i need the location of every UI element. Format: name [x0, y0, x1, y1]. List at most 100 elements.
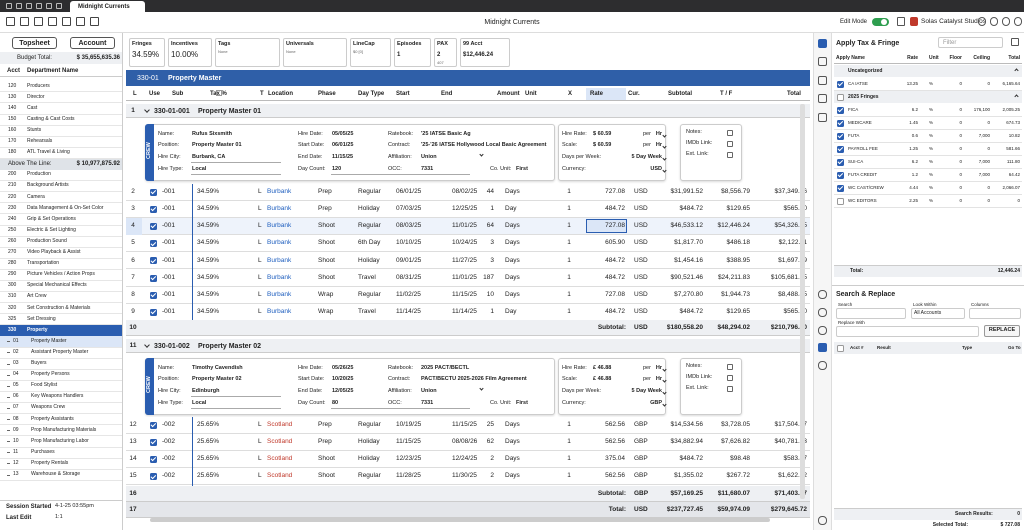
- dept-name[interactable]: Property Persons: [31, 371, 70, 378]
- dept-name[interactable]: Food Stylist: [31, 382, 58, 389]
- toolbar-icon[interactable]: [897, 17, 905, 26]
- checkbox[interactable]: [837, 93, 844, 101]
- dept-name[interactable]: Property Assistants: [31, 415, 74, 422]
- rail-icon[interactable]: [818, 290, 827, 299]
- toolbar-icon[interactable]: [1014, 17, 1022, 26]
- button-label[interactable]: Topsheet: [19, 39, 50, 47]
- checkbox[interactable]: [837, 80, 844, 88]
- link-label[interactable]: IMDb Link:: [686, 374, 713, 381]
- search-input[interactable]: [836, 308, 906, 319]
- dept-name[interactable]: Art Crew: [27, 293, 47, 300]
- dept-name[interactable]: Property Master: [31, 337, 67, 344]
- h-scrollbar[interactable]: [150, 518, 770, 522]
- rail-icon[interactable]: [818, 516, 827, 525]
- checkbox[interactable]: [150, 455, 157, 463]
- dept-name[interactable]: Production Sound: [27, 237, 67, 244]
- dept-name[interactable]: Transportation: [27, 260, 60, 267]
- dept-name[interactable]: Buyers: [31, 360, 47, 366]
- edit-icon[interactable]: [727, 375, 733, 381]
- rail-icon[interactable]: [818, 76, 827, 85]
- toolbar-icon[interactable]: [46, 3, 52, 9]
- dept-name[interactable]: Property: [27, 326, 48, 333]
- checkbox[interactable]: [150, 421, 157, 429]
- checkbox[interactable]: [837, 197, 844, 205]
- toolbar-icon[interactable]: [62, 17, 71, 26]
- dept-name[interactable]: Grip & Set Operations: [27, 215, 76, 222]
- edit-icon[interactable]: [727, 152, 733, 158]
- checkbox[interactable]: [837, 158, 844, 166]
- look-within-select[interactable]: [911, 308, 965, 319]
- checkbox[interactable]: [150, 205, 157, 213]
- toolbar-icon[interactable]: [36, 3, 42, 9]
- toolbar-icon[interactable]: [76, 17, 85, 26]
- dept-name[interactable]: Electric & Set Lighting: [27, 226, 76, 233]
- edit-icon[interactable]: [727, 386, 733, 392]
- toolbar-icon[interactable]: [48, 17, 57, 26]
- dept-name[interactable]: Picture Vehicles / Action Props: [27, 271, 95, 278]
- active-cell[interactable]: [586, 219, 627, 234]
- link-label[interactable]: Ext. Link:: [686, 151, 709, 158]
- checkbox[interactable]: [837, 171, 844, 179]
- edit-icon[interactable]: [727, 364, 733, 370]
- button-label[interactable]: REPLACE: [988, 327, 1016, 334]
- dept-name[interactable]: Casting & Cast Costs: [27, 115, 75, 122]
- checkbox[interactable]: [150, 240, 157, 248]
- checkbox[interactable]: [150, 291, 157, 299]
- link-label[interactable]: IMDb Link:: [686, 140, 713, 147]
- v-scrollbar[interactable]: [800, 104, 805, 499]
- panel-icon[interactable]: [1011, 38, 1019, 46]
- toolbar-icon[interactable]: [16, 3, 22, 9]
- dept-name[interactable]: ATL Travel & Living: [27, 149, 70, 156]
- rail-icon[interactable]: [818, 57, 827, 66]
- sidebar-button[interactable]: [12, 37, 57, 49]
- dept-name[interactable]: Prop Manufacturing Materials: [31, 426, 97, 433]
- dept-name[interactable]: Rehearsals: [27, 138, 53, 144]
- dept-name[interactable]: Data Management & On-Set Color: [27, 204, 104, 211]
- toolbar-icon[interactable]: [6, 3, 12, 9]
- rail-icon[interactable]: [818, 113, 827, 122]
- tab[interactable]: [70, 1, 145, 12]
- link-label[interactable]: Notes:: [686, 363, 702, 370]
- dept-name[interactable]: Key Weapons Handlers: [31, 393, 84, 400]
- dept-name[interactable]: Special Mechanical Effects: [27, 282, 87, 289]
- toolbar-icon[interactable]: [34, 17, 43, 26]
- toolbar-icon[interactable]: [1002, 17, 1010, 26]
- rail-icon[interactable]: [818, 361, 827, 370]
- dept-name[interactable]: Video Playback & Assist: [27, 249, 81, 255]
- edit-icon[interactable]: [727, 141, 733, 147]
- dept-name[interactable]: Purchases: [31, 448, 55, 455]
- replace-input[interactable]: [836, 326, 979, 337]
- dept-name[interactable]: Set Dressing: [27, 315, 56, 322]
- checkbox[interactable]: [837, 184, 844, 192]
- dept-name[interactable]: Director: [27, 93, 45, 100]
- checkbox[interactable]: [837, 344, 844, 352]
- dept-name[interactable]: Weapons Crew: [31, 404, 66, 411]
- toolbar-icon[interactable]: [56, 3, 62, 9]
- dept-name[interactable]: Background Artists: [27, 182, 69, 189]
- checkbox[interactable]: [837, 145, 844, 153]
- rail-icon[interactable]: [818, 94, 827, 103]
- checkbox[interactable]: [837, 119, 844, 127]
- checkbox[interactable]: [150, 257, 157, 265]
- rail-icon[interactable]: [818, 39, 827, 48]
- checkbox[interactable]: [837, 132, 844, 140]
- toolbar-icon[interactable]: [20, 17, 29, 26]
- checkbox[interactable]: [150, 308, 157, 316]
- dept-name[interactable]: Property Rentals: [31, 459, 69, 466]
- toolbar-icon[interactable]: [26, 3, 32, 9]
- filter-input[interactable]: [938, 37, 1003, 48]
- button-label[interactable]: Account: [78, 39, 107, 47]
- dept-name[interactable]: Cast: [27, 104, 38, 111]
- toolbar-icon[interactable]: [978, 17, 986, 26]
- dept-name[interactable]: Prop Manufacturing Labor: [31, 437, 89, 444]
- dept-name[interactable]: Camera: [27, 193, 45, 200]
- checkbox[interactable]: [150, 438, 157, 446]
- sidebar-button[interactable]: [70, 37, 115, 49]
- edit-toggle[interactable]: [872, 18, 889, 26]
- columns-select[interactable]: [969, 308, 1021, 319]
- checkbox[interactable]: [150, 473, 157, 481]
- toolbar-icon[interactable]: [6, 17, 15, 26]
- link-label[interactable]: Notes:: [686, 129, 702, 136]
- link-label[interactable]: Ext. Link:: [686, 385, 709, 392]
- checkbox[interactable]: [150, 222, 157, 230]
